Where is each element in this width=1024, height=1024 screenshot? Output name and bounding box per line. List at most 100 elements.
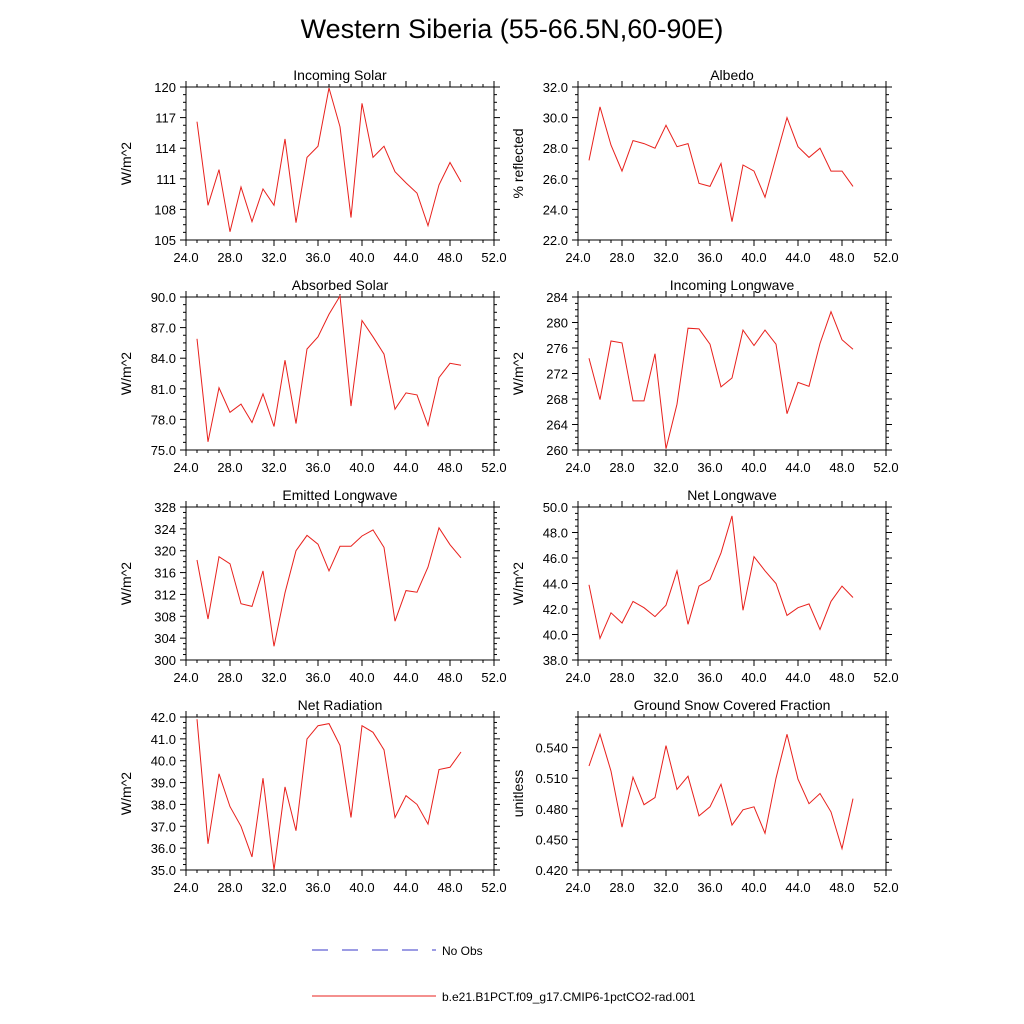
panel-ground-snow-covered-fraction: Ground Snow Covered Fraction unitless 24.0… <box>510 697 899 895</box>
x-tick-label: 44.0 <box>393 250 418 265</box>
x-tick-label: 32.0 <box>653 880 678 895</box>
series-line <box>588 310 854 449</box>
x-tick-label: 32.0 <box>261 670 286 685</box>
y-tick-label: 105 <box>154 233 176 248</box>
y-tick-label: 324 <box>154 522 176 537</box>
y-tick-label: 268 <box>546 392 568 407</box>
x-tick-label: 24.0 <box>565 880 590 895</box>
x-tick-label: 36.0 <box>305 460 330 475</box>
panel-title: Incoming Longwave <box>670 277 795 293</box>
y-tick-label: 111 <box>156 172 176 187</box>
x-tick-label: 48.0 <box>829 670 854 685</box>
y-tick-label: 320 <box>154 544 176 559</box>
plot-frame <box>185 716 495 871</box>
plot-frame <box>185 506 495 661</box>
x-tick-label: 40.0 <box>741 250 766 265</box>
y-tick-label: 316 <box>154 566 176 581</box>
y-axis-label: W/m^2 <box>118 562 134 605</box>
panel-title: Net Radiation <box>298 697 383 713</box>
x-tick-label: 24.0 <box>565 250 590 265</box>
y-tick-label: 260 <box>546 443 568 458</box>
panel-incoming-solar: Incoming Solar W/m^2 24.0 28.0 32.0 36.0 40.0 4… <box>118 67 507 265</box>
x-tick-label: 24.0 <box>565 670 590 685</box>
x-tick-label: 44.0 <box>785 670 810 685</box>
x-tick-label: 24.0 <box>173 880 198 895</box>
x-tick-label: 40.0 <box>349 250 374 265</box>
x-tick-label: 40.0 <box>741 880 766 895</box>
y-tick-label: 304 <box>154 631 176 646</box>
y-tick-label: 84.0 <box>151 351 176 366</box>
y-tick-label: 0.450 <box>535 832 568 847</box>
y-tick-label: 48.0 <box>543 526 568 541</box>
plot-frame <box>185 296 495 451</box>
x-tick-label: 52.0 <box>481 880 506 895</box>
y-tick-label: 0.540 <box>535 741 568 756</box>
plot-frame <box>577 86 887 241</box>
y-tick-label: 75.0 <box>151 443 176 458</box>
x-tick-label: 52.0 <box>873 460 898 475</box>
x-tick-label: 32.0 <box>261 250 286 265</box>
y-tick-label: 38.0 <box>151 797 176 812</box>
series-line <box>588 106 854 222</box>
y-tick-label: 38.0 <box>543 653 568 668</box>
y-tick-label: 308 <box>154 609 176 624</box>
x-tick-label: 28.0 <box>609 670 634 685</box>
x-tick-label: 32.0 <box>653 250 678 265</box>
y-axis-label: unitless <box>510 770 526 817</box>
y-tick-label: 50.0 <box>543 500 568 515</box>
x-tick-label: 36.0 <box>697 880 722 895</box>
y-tick-label: 36.0 <box>151 841 176 856</box>
x-tick-label: 44.0 <box>785 460 810 475</box>
x-tick-label: 48.0 <box>437 670 462 685</box>
x-tick-label: 36.0 <box>697 460 722 475</box>
panel-emitted-longwave: Emitted Longwave W/m^2 24.0 28.0 32.0 36.0 40.… <box>118 487 507 685</box>
y-axis-label: % reflected <box>510 128 526 198</box>
panel-title: Ground Snow Covered Fraction <box>634 697 831 713</box>
x-tick-label: 24.0 <box>173 670 198 685</box>
y-tick-label: 328 <box>154 500 176 515</box>
y-tick-label: 0.510 <box>535 771 568 786</box>
y-tick-label: 24.0 <box>543 202 568 217</box>
y-tick-label: 44.0 <box>543 577 568 592</box>
panel-absorbed-solar: Absorbed Solar W/m^2 24.0 28.0 32.0 36.0 40.0 4… <box>118 277 507 475</box>
y-tick-label: 0.480 <box>535 802 568 817</box>
plot-frame <box>577 716 887 871</box>
x-tick-label: 52.0 <box>873 880 898 895</box>
y-tick-label: 37.0 <box>151 819 176 834</box>
series-line <box>196 87 462 232</box>
y-tick-label: 32.0 <box>543 80 568 95</box>
x-tick-label: 28.0 <box>217 460 242 475</box>
y-tick-label: 42.0 <box>543 602 568 617</box>
x-tick-label: 48.0 <box>829 250 854 265</box>
y-tick-label: 28.0 <box>543 141 568 156</box>
x-tick-label: 52.0 <box>873 250 898 265</box>
panel-title: Emitted Longwave <box>282 487 397 503</box>
series-line <box>588 732 854 851</box>
x-tick-label: 24.0 <box>173 460 198 475</box>
legend-line-obs <box>312 949 436 951</box>
x-tick-label: 52.0 <box>481 670 506 685</box>
y-tick-label: 46.0 <box>543 551 568 566</box>
legend-label-model: b.e21.B1PCT.f09_g17.CMIP6-1pctCO2-rad.00… <box>442 990 696 1004</box>
x-tick-label: 44.0 <box>393 670 418 685</box>
x-tick-label: 24.0 <box>173 250 198 265</box>
x-tick-label: 44.0 <box>393 460 418 475</box>
y-axis-label: W/m^2 <box>510 352 526 395</box>
x-tick-label: 32.0 <box>653 670 678 685</box>
y-axis-label: W/m^2 <box>118 772 134 815</box>
x-tick-label: 44.0 <box>393 880 418 895</box>
x-tick-label: 24.0 <box>565 460 590 475</box>
x-tick-label: 36.0 <box>697 670 722 685</box>
figure-title: Western Siberia (55-66.5N,60-90E) <box>300 14 724 44</box>
x-tick-label: 28.0 <box>609 250 634 265</box>
y-axis-label: W/m^2 <box>510 562 526 605</box>
y-tick-label: 35.0 <box>151 863 176 878</box>
plot-frame <box>185 86 495 241</box>
x-tick-label: 28.0 <box>217 250 242 265</box>
y-tick-label: 78.0 <box>151 412 176 427</box>
x-tick-label: 36.0 <box>305 670 330 685</box>
x-tick-label: 36.0 <box>305 880 330 895</box>
x-tick-label: 28.0 <box>609 880 634 895</box>
x-tick-label: 36.0 <box>697 250 722 265</box>
y-tick-label: 120 <box>154 80 176 95</box>
